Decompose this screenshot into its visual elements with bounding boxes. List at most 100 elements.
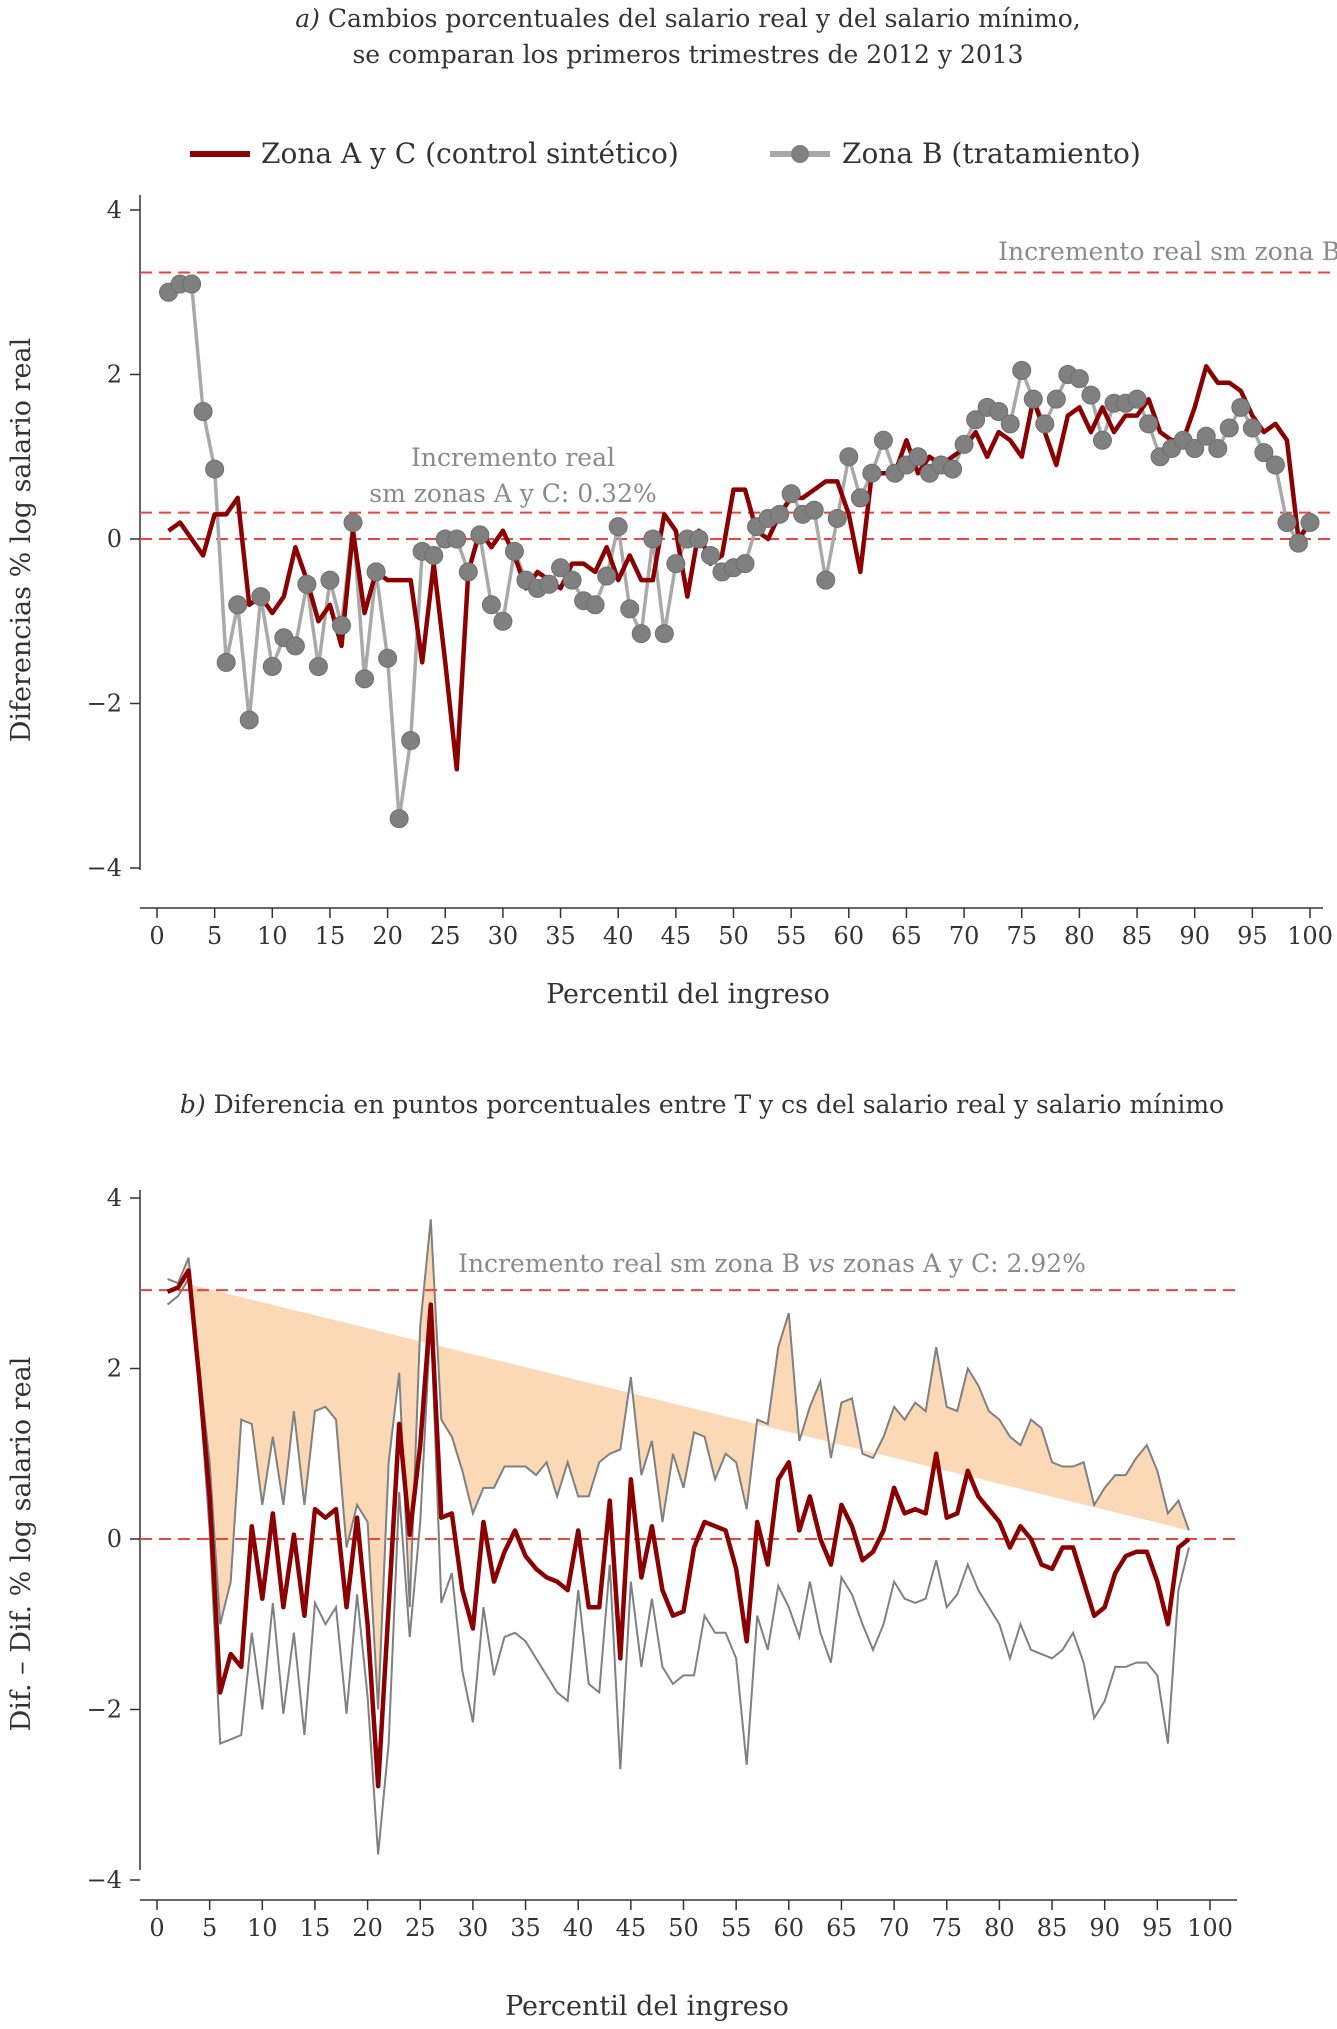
panel-b-ytick-label: −2	[87, 1696, 122, 1724]
treatment-point	[873, 430, 893, 450]
treatment-point	[620, 599, 640, 619]
treatment-point	[1046, 389, 1066, 409]
treatment-point	[1300, 513, 1320, 533]
treatment-point	[389, 809, 409, 829]
panel-b-xtick-label: 10	[247, 1914, 278, 1942]
treatment-point	[804, 500, 824, 520]
panel-a-xtick-label: 55	[776, 922, 807, 950]
panel-b-ref-label: Incremento real sm zona B vs zonas A y C…	[458, 1249, 1086, 1278]
treatment-point	[1081, 385, 1101, 405]
panel-b-xtick-label: 60	[774, 1914, 805, 1942]
treatment-point	[1231, 397, 1251, 417]
panel-a-xtick-label: 100	[1287, 922, 1333, 950]
panel-a-xtick-label: 0	[149, 922, 164, 950]
treatment-point	[1219, 418, 1239, 438]
panel-a-xtick-label: 20	[372, 922, 403, 950]
treatment-point	[1069, 369, 1089, 389]
treatment-point	[562, 570, 582, 590]
panel-a-title-letter: a)	[295, 4, 320, 33]
panel-b-xtick-label: 65	[826, 1914, 857, 1942]
treatment-point	[1265, 455, 1285, 475]
treatment-point	[424, 545, 444, 565]
panel-a-xtick-label: 40	[603, 922, 634, 950]
panel-a-ref-label-ac-line1: Incremento real	[411, 443, 615, 472]
panel-b-y-label: Dif. – Dif. % log salario real	[6, 1357, 37, 1732]
panel-b-xtick-label: 25	[405, 1914, 436, 1942]
treatment-point	[908, 447, 928, 467]
treatment-point	[228, 595, 248, 615]
treatment-point	[320, 570, 340, 590]
treatment-point	[251, 587, 271, 607]
panel-a-ytick-label: −4	[87, 854, 122, 882]
legend-label-control: Zona A y C (control sintético)	[261, 137, 679, 170]
treatment-point	[331, 615, 351, 635]
treatment-point	[193, 402, 213, 422]
panel-a-ytick-label: 4	[107, 196, 122, 224]
treatment-point	[597, 566, 617, 586]
treatment-point	[954, 434, 974, 454]
panel-a-ref-label-b: Incremento real sm zona B: 3.24%	[998, 237, 1337, 266]
panel-b-confidence-band	[167, 1219, 1189, 1710]
panel-a-ytick-label: −2	[87, 690, 122, 718]
treatment-point	[205, 459, 225, 479]
panel-b-xtick-label: 70	[879, 1914, 910, 1942]
panel-a-xtick-label: 95	[1237, 922, 1268, 950]
panel-b-ci-upper-line	[167, 1219, 1190, 1710]
panel-b-plot: 420−2−40 5 10 15 20 25 30 35 40 45 50 55 60 65 70 75 80 8…	[6, 1184, 1237, 2022]
panel-b-ytick-label: 4	[107, 1184, 122, 1212]
treatment-point	[850, 488, 870, 508]
treatment-point	[631, 624, 651, 644]
treatment-point	[216, 652, 236, 672]
treatment-point	[401, 731, 421, 751]
panel-a-xtick-label: 85	[1122, 922, 1153, 950]
treatment-point	[839, 447, 859, 467]
panel-a-xtick-label: 60	[834, 922, 865, 950]
treatment-point	[770, 504, 790, 524]
panel-b-xtick-label: 15	[300, 1914, 331, 1942]
panel-b-xtick-label: 20	[352, 1914, 383, 1942]
panel-a-xtick-label: 15	[315, 922, 346, 950]
panel-a-ytick-label: 2	[107, 361, 122, 389]
treatment-point	[862, 463, 882, 483]
treatment-point	[551, 558, 571, 578]
treatment-point	[1254, 443, 1274, 463]
treatment-point	[966, 410, 986, 430]
panel-a-ref-label-ac-line2: sm zonas A y C: 0.32%	[369, 479, 656, 508]
panel-a-xtick-label: 10	[257, 922, 288, 950]
treatment-point	[262, 656, 282, 676]
treatment-point	[308, 656, 328, 676]
treatment-point	[654, 624, 674, 644]
treatment-point	[1288, 533, 1308, 553]
treatment-point	[827, 508, 847, 528]
panel-b-ci-lower-line	[166, 1275, 1190, 1855]
panel-a-y-label: Diferencias % log salario real	[6, 338, 37, 743]
treatment-point	[504, 541, 524, 561]
treatment-point	[816, 570, 836, 590]
treatment-point	[447, 529, 467, 549]
panel-b-xtick-label: 50	[668, 1914, 699, 1942]
treatment-point	[1127, 389, 1147, 409]
panel-a-xtick-label: 80	[1064, 922, 1095, 950]
treatment-point	[366, 562, 386, 582]
treatment-point	[378, 648, 398, 668]
panel-b-title: b) Diferencia en puntos porcentuales ent…	[180, 1090, 1224, 1119]
treatment-point	[1208, 439, 1228, 459]
treatment-series-line	[167, 282, 1312, 821]
treatment-point	[1185, 439, 1205, 459]
panel-b-xtick-label: 55	[721, 1914, 752, 1942]
treatment-point	[539, 574, 559, 594]
treatment-point	[470, 525, 490, 545]
treatment-point	[608, 517, 628, 537]
treatment-point	[1139, 414, 1159, 434]
treatment-point	[481, 595, 501, 615]
treatment-point	[1023, 389, 1043, 409]
treatment-point	[585, 595, 605, 615]
panel-a-xtick-label: 75	[1006, 922, 1037, 950]
treatment-point	[781, 484, 801, 504]
treatment-point	[1035, 414, 1055, 434]
panel-b-x-label: Percentil del ingreso	[505, 1991, 789, 2022]
treatment-point	[297, 574, 317, 594]
treatment-point	[458, 562, 478, 582]
treatment-point	[1000, 414, 1020, 434]
